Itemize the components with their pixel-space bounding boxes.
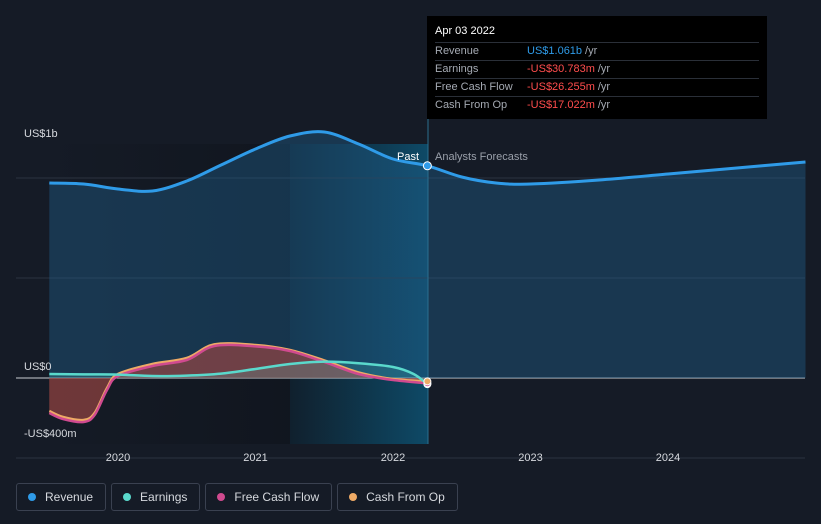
tooltip-row-value: -US$17.022m: [527, 99, 595, 111]
y-axis-label: -US$400m: [24, 428, 77, 440]
tooltip-row-unit: /yr: [597, 99, 611, 111]
tooltip-row-value: -US$26.255m: [527, 81, 595, 93]
tooltip-row-unit: /yr: [597, 81, 611, 93]
tooltip-row-label: Free Cash Flow: [435, 81, 513, 93]
tooltip-row-value: -US$30.783m: [527, 63, 595, 75]
revenue-marker: [422, 161, 432, 171]
x-tick-label: 2023: [518, 452, 542, 464]
legend: Revenue Earnings Free Cash Flow Cash From O…: [16, 483, 458, 511]
revenue-line: [49, 130, 806, 193]
legend-dot-icon: [217, 493, 226, 501]
legend-dot-icon: [28, 493, 36, 501]
earnings-area: [49, 361, 428, 385]
forecast-label: Analysts Forecasts: [435, 151, 528, 163]
legend-item-earnings[interactable]: Earnings: [111, 483, 201, 511]
tooltip-date: Apr 03 2022: [435, 25, 495, 37]
tooltip-row-label: Cash From Op: [435, 99, 508, 111]
legend-item-free-cash-flow[interactable]: Free Cash Flow: [205, 483, 333, 511]
x-tick-label: 2021: [243, 452, 267, 464]
cash-from-op-line: [48, 342, 428, 422]
past-label: Past: [397, 151, 419, 163]
tooltip-row-unit: /yr: [585, 45, 598, 57]
highlight-band: [290, 144, 428, 444]
tooltip-row: Free Cash Flow -US$26.255m/yr: [435, 78, 759, 96]
legend-dot-icon: [123, 493, 132, 501]
y-axis-label: US$0: [24, 361, 52, 373]
legend-item-cash-from-op[interactable]: Cash From Op: [337, 483, 458, 511]
y-axis-label: US$1b: [24, 128, 58, 140]
free-cash-flow-area: [49, 344, 428, 423]
tooltip-panel: Apr 03 2022 Revenue US$1.061b/yr Earnings -…: [427, 16, 767, 119]
x-tick-label: 2024: [656, 452, 680, 464]
tooltip-row: Cash From Op -US$17.022m/yr: [435, 96, 759, 114]
revenue-area: [49, 131, 806, 378]
free-cash-flow-line: [48, 343, 428, 424]
legend-label: Cash From Op: [366, 490, 445, 504]
chart-plot: US$1b US$0 -US$400m 2020 2021 2022 2023 2024 Pas…: [16, 118, 806, 464]
tooltip-row-unit: /yr: [597, 63, 611, 75]
tooltip-row: Earnings -US$30.783m/yr: [435, 60, 759, 78]
x-tick-label: 2020: [106, 452, 130, 464]
cash-from-op-area: [49, 343, 428, 421]
tooltip-row: Revenue US$1.061b/yr: [435, 42, 759, 60]
legend-label: Free Cash Flow: [234, 490, 320, 504]
tooltip-row-label: Earnings: [435, 63, 479, 75]
legend-label: Revenue: [45, 490, 94, 504]
tooltip-row-label: Revenue: [435, 45, 480, 57]
legend-dot-icon: [349, 493, 358, 501]
cash-from-op-marker: [423, 377, 432, 386]
tooltip-row-value: US$1.061b: [527, 45, 583, 57]
earnings-line: [49, 360, 429, 386]
legend-label: Earnings: [140, 490, 188, 504]
legend-item-revenue[interactable]: Revenue: [16, 483, 107, 511]
x-tick-label: 2022: [381, 452, 405, 464]
